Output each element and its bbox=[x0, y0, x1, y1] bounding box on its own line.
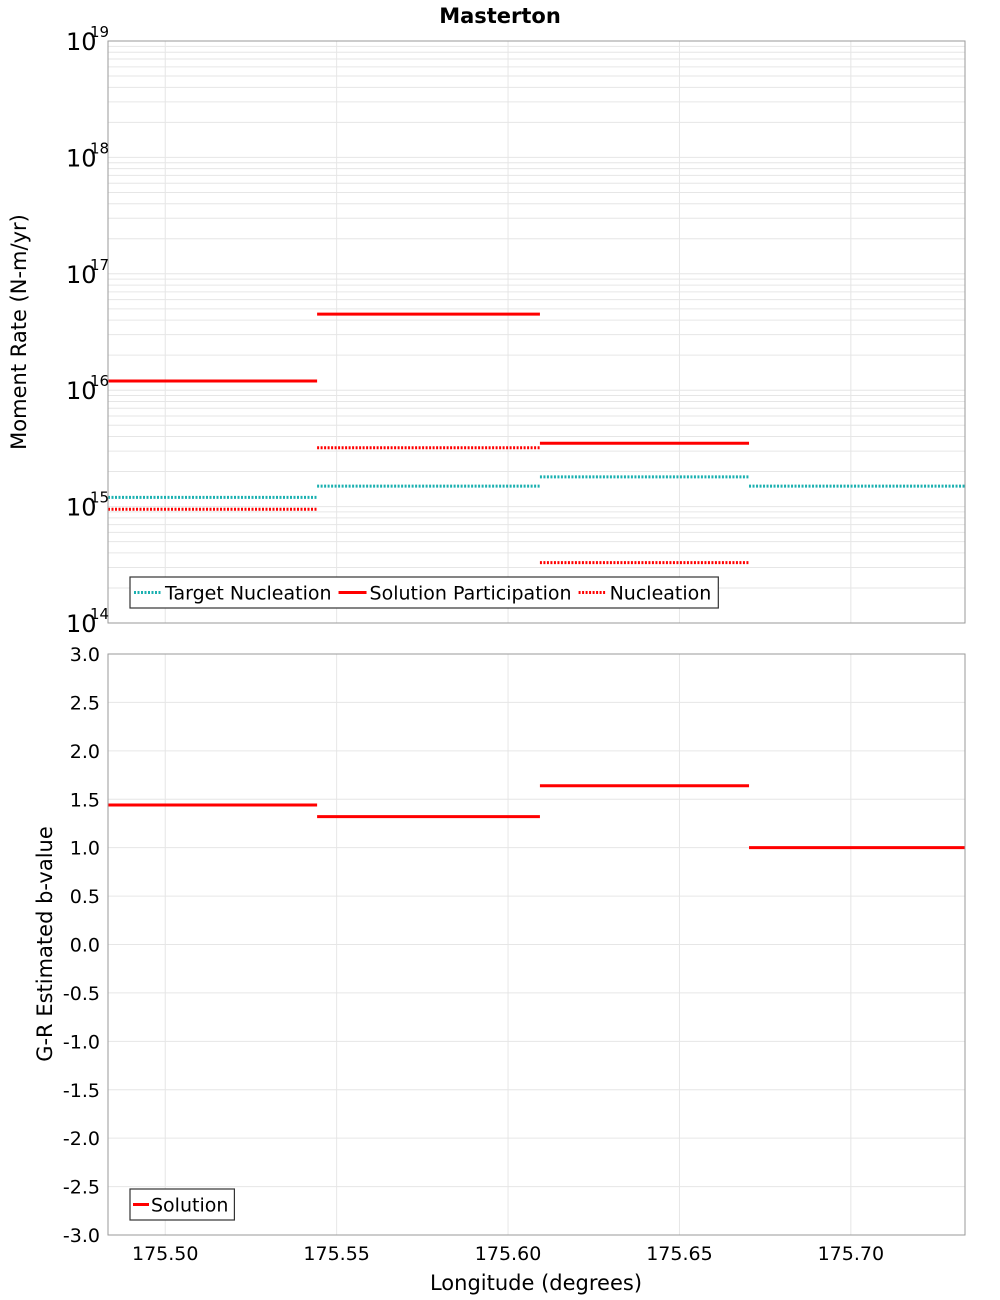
x-ticks: 175.50 175.55 175.60 175.65 175.70 bbox=[132, 1243, 884, 1265]
x-axis-label: Longitude (degrees) bbox=[430, 1271, 642, 1295]
top-plot-series bbox=[108, 312, 965, 565]
bottom-plot-frame bbox=[107, 653, 966, 1236]
bottom-plot-series bbox=[108, 784, 965, 850]
legend-label: Target Nucleation bbox=[164, 583, 332, 605]
y-tick-exponent: 14 bbox=[90, 605, 109, 623]
y-tick-label: -1.5 bbox=[63, 1080, 100, 1102]
y-tick-base: 10 bbox=[66, 144, 97, 172]
chart-title: Masterton bbox=[439, 4, 561, 28]
y-tick-base: 10 bbox=[66, 261, 97, 289]
y-tick-base: 10 bbox=[66, 610, 97, 638]
y-tick-base: 10 bbox=[66, 28, 97, 56]
y-tick-base: 10 bbox=[66, 494, 97, 522]
y-tick-label: 1.5 bbox=[70, 789, 100, 811]
x-tick-label: 175.65 bbox=[646, 1243, 712, 1265]
x-tick-label: 175.55 bbox=[303, 1243, 369, 1265]
legend-box bbox=[129, 576, 719, 609]
legend-label: Solution bbox=[151, 1195, 228, 1217]
legend-label: Nucleation bbox=[610, 583, 712, 605]
bottom-legend: Solution bbox=[129, 1188, 236, 1221]
top-plot-grid bbox=[108, 41, 965, 624]
y-tick-label: 1.0 bbox=[70, 838, 100, 860]
top-y-axis-label: Moment Rate (N-m/yr) bbox=[7, 214, 31, 450]
y-tick-label: 0.0 bbox=[70, 935, 100, 957]
y-tick-label: 0.5 bbox=[70, 886, 100, 908]
bottom-y-ticks: -3.0 -2.5 -2.0 -1.5 -1.0 -0.5 0.0 0.5 1.0 1.5 2.0 2… bbox=[63, 644, 100, 1247]
y-tick-label: 3.0 bbox=[70, 644, 100, 666]
y-tick-label: -2.0 bbox=[63, 1128, 100, 1150]
y-tick-exponent: 19 bbox=[90, 23, 109, 41]
y-tick-label: -0.5 bbox=[63, 983, 100, 1005]
y-tick-label: -2.5 bbox=[63, 1177, 100, 1199]
y-tick-label: 2.0 bbox=[70, 741, 100, 763]
x-tick-label: 175.60 bbox=[475, 1243, 541, 1265]
y-tick-label: -1.0 bbox=[63, 1031, 100, 1053]
bottom-y-axis-label: G-R Estimated b-value bbox=[33, 826, 57, 1062]
x-tick-label: 175.50 bbox=[132, 1243, 198, 1265]
y-tick-base: 10 bbox=[66, 377, 97, 405]
bottom-plot-grid bbox=[108, 653, 965, 1236]
y-tick-exponent: 18 bbox=[90, 139, 109, 157]
y-tick-exponent: 15 bbox=[90, 489, 109, 507]
legend-label: Solution Participation bbox=[370, 583, 572, 605]
y-tick-label: -3.0 bbox=[63, 1225, 100, 1247]
y-tick-exponent: 17 bbox=[90, 256, 109, 274]
y-tick-exponent: 16 bbox=[90, 372, 109, 390]
y-tick-label: 2.5 bbox=[70, 692, 100, 714]
x-tick-label: 175.70 bbox=[818, 1243, 884, 1265]
top-legend: Target Nucleation Solution Participation N… bbox=[129, 576, 719, 609]
top-plot-frame bbox=[107, 40, 966, 624]
